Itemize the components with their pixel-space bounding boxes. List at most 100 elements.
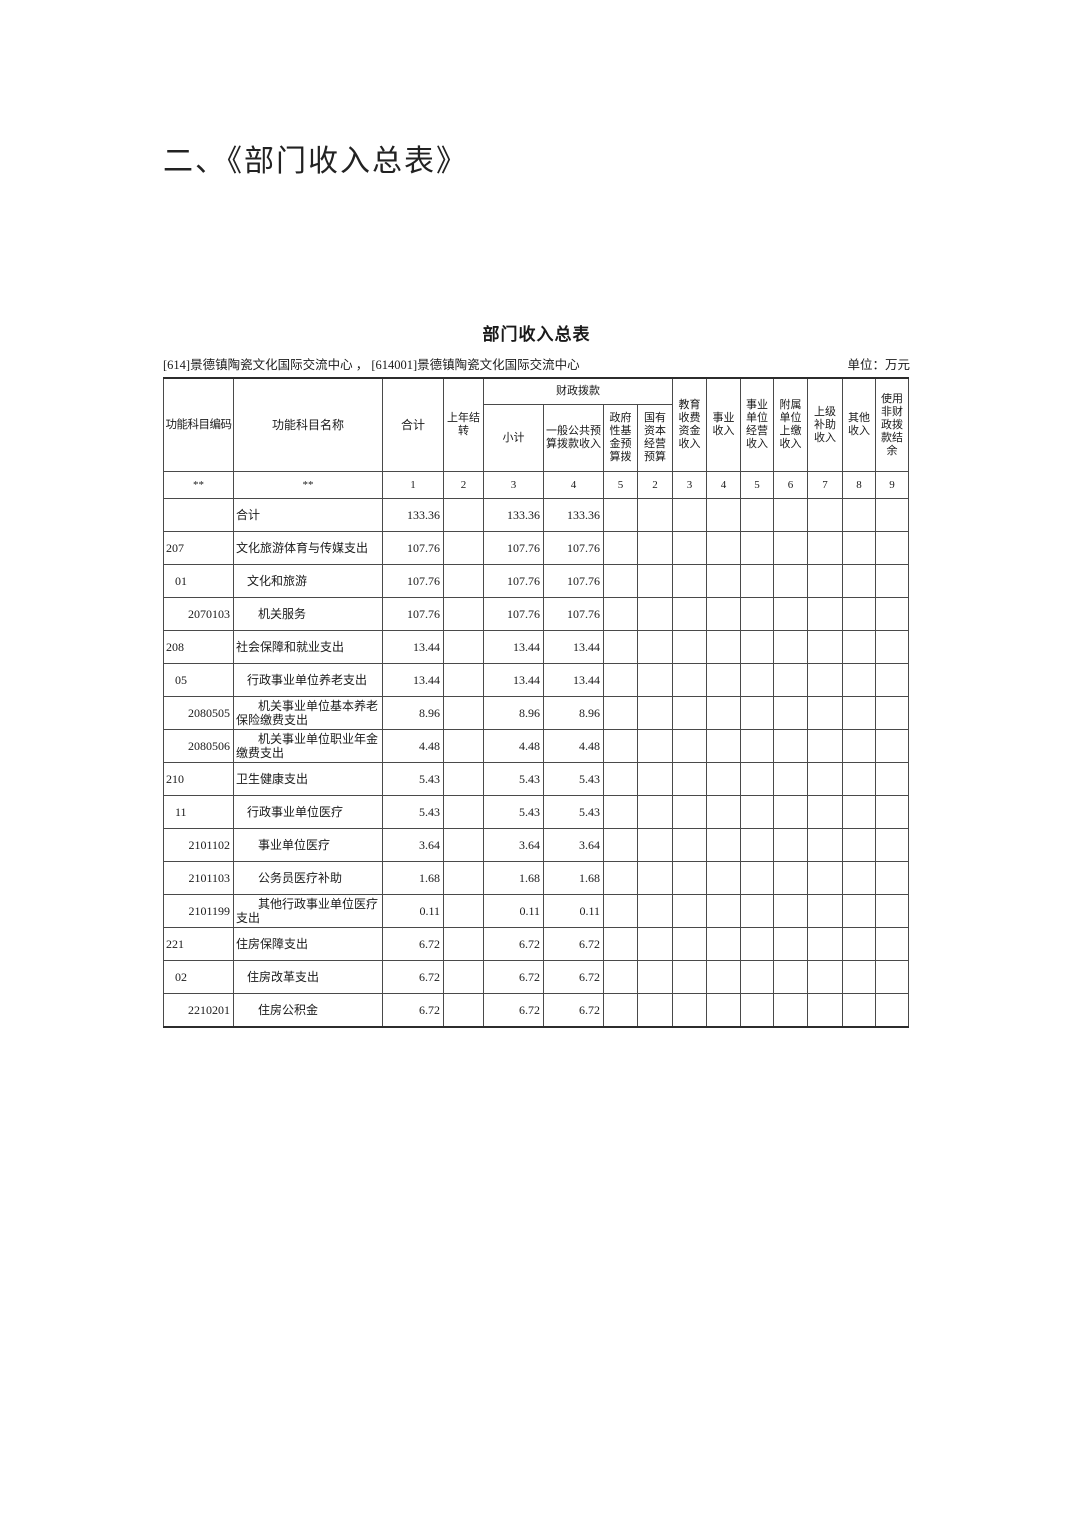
col-header-other-income: 其他收入: [842, 377, 876, 472]
value-cell-fiscal_subtotal: 13.44: [483, 663, 544, 697]
value-cell-state_capital: [637, 960, 673, 994]
value-cell-carryover: [443, 531, 484, 565]
name-cell: 社会保障和就业支出: [233, 630, 383, 664]
code-cell: 2101102: [163, 828, 234, 862]
unit-label: 单位：万元: [847, 358, 910, 372]
value-cell-general_budget: 5.43: [543, 762, 604, 796]
value-cell-business_income: [706, 597, 741, 631]
value-cell-fiscal_subtotal: 6.72: [483, 927, 544, 961]
value-cell-carryover: [443, 960, 484, 994]
table-row: 2101102 事业单位医疗 3.64 3.64 3.64: [163, 828, 909, 862]
name-cell: 事业单位医疗: [233, 828, 383, 862]
table-row: 01 文化和旅游 107.76 107.76 107.76: [163, 564, 909, 598]
value-cell-superior_subsidy: [807, 597, 843, 631]
value-cell-other_income: [842, 828, 876, 862]
value-cell-business_income: [706, 663, 741, 697]
value-cell-state_capital: [637, 762, 673, 796]
value-cell-general_budget: 13.44: [543, 663, 604, 697]
value-cell-non_fiscal_balance: [875, 894, 909, 928]
value-cell-non_fiscal_balance: [875, 663, 909, 697]
value-cell-gov_fund: [603, 498, 638, 532]
value-cell-carryover: [443, 762, 484, 796]
table-row: 11 行政事业单位医疗 5.43 5.43 5.43: [163, 795, 909, 829]
value-cell-superior_subsidy: [807, 663, 843, 697]
value-cell-total: 3.64: [382, 828, 444, 862]
index-cell: 6: [773, 471, 808, 499]
value-cell-operating_income: [740, 531, 774, 565]
value-cell-other_income: [842, 927, 876, 961]
value-cell-total: 0.11: [382, 894, 444, 928]
value-cell-fiscal_subtotal: 133.36: [483, 498, 544, 532]
value-cell-general_budget: 6.72: [543, 960, 604, 994]
value-cell-other_income: [842, 960, 876, 994]
value-cell-state_capital: [637, 795, 673, 829]
value-cell-business_income: [706, 795, 741, 829]
report-block: 部门收入总表 [614]景德镇陶瓷文化国际交流中心 ， [614001]景德镇陶…: [163, 325, 910, 1028]
value-cell-non_fiscal_balance: [875, 597, 909, 631]
value-cell-other_income: [842, 894, 876, 928]
name-cell: 住房公积金: [233, 993, 383, 1028]
code-cell: 207: [163, 531, 234, 565]
value-cell-superior_subsidy: [807, 696, 843, 730]
value-cell-general_budget: 3.64: [543, 828, 604, 862]
value-cell-superior_subsidy: [807, 960, 843, 994]
value-cell-business_income: [706, 498, 741, 532]
index-cell: 1: [382, 471, 444, 499]
value-cell-non_fiscal_balance: [875, 993, 909, 1028]
value-cell-affiliate_income: [773, 531, 808, 565]
col-header-general-budget: 一般公共预算拨款收入: [543, 404, 604, 472]
table-row: 210 卫生健康支出 5.43 5.43 5.43: [163, 762, 909, 796]
value-cell-affiliate_income: [773, 597, 808, 631]
value-cell-operating_income: [740, 663, 774, 697]
table-row: 2070103 机关服务 107.76 107.76 107.76: [163, 597, 909, 631]
value-cell-other_income: [842, 861, 876, 895]
value-cell-non_fiscal_balance: [875, 498, 909, 532]
index-cell: 4: [706, 471, 741, 499]
value-cell-affiliate_income: [773, 498, 808, 532]
value-cell-other_income: [842, 795, 876, 829]
value-cell-state_capital: [637, 630, 673, 664]
value-cell-other_income: [842, 663, 876, 697]
index-cell: 2: [637, 471, 673, 499]
value-cell-carryover: [443, 828, 484, 862]
col-header-state-capital: 国有资本经营预算: [637, 404, 673, 472]
value-cell-edu_fee: [672, 663, 707, 697]
value-cell-non_fiscal_balance: [875, 927, 909, 961]
value-cell-edu_fee: [672, 531, 707, 565]
table-row: 2101199 其他行政事业单位医疗支出 0.11 0.11 0.11: [163, 894, 909, 928]
code-cell: 221: [163, 927, 234, 961]
code-cell: 01: [163, 564, 234, 598]
value-cell-superior_subsidy: [807, 729, 843, 763]
value-cell-state_capital: [637, 993, 673, 1028]
section-title: 二、《部门收入总表》: [163, 145, 468, 178]
value-cell-affiliate_income: [773, 894, 808, 928]
value-cell-operating_income: [740, 597, 774, 631]
value-cell-operating_income: [740, 564, 774, 598]
table-row: 2080505 机关事业单位基本养老保险缴费支出 8.96 8.96 8.96: [163, 696, 909, 730]
value-cell-carryover: [443, 927, 484, 961]
value-cell-state_capital: [637, 828, 673, 862]
index-cell: 9: [875, 471, 909, 499]
value-cell-operating_income: [740, 729, 774, 763]
org-line: [614]景德镇陶瓷文化国际交流中心 ， [614001]景德镇陶瓷文化国际交流…: [163, 358, 580, 372]
value-cell-non_fiscal_balance: [875, 828, 909, 862]
value-cell-fiscal_subtotal: 107.76: [483, 564, 544, 598]
col-header-superior-subsidy: 上级补助收入: [807, 377, 843, 472]
value-cell-edu_fee: [672, 993, 707, 1028]
name-cell: 行政事业单位医疗: [233, 795, 383, 829]
value-cell-superior_subsidy: [807, 795, 843, 829]
value-cell-state_capital: [637, 894, 673, 928]
value-cell-non_fiscal_balance: [875, 762, 909, 796]
value-cell-non_fiscal_balance: [875, 531, 909, 565]
value-cell-gov_fund: [603, 762, 638, 796]
value-cell-total: 6.72: [382, 960, 444, 994]
table-row: 02 住房改革支出 6.72 6.72 6.72: [163, 960, 909, 994]
value-cell-business_income: [706, 762, 741, 796]
value-cell-operating_income: [740, 828, 774, 862]
value-cell-business_income: [706, 729, 741, 763]
value-cell-other_income: [842, 762, 876, 796]
value-cell-gov_fund: [603, 729, 638, 763]
code-cell: 11: [163, 795, 234, 829]
index-cell: 8: [842, 471, 876, 499]
value-cell-operating_income: [740, 762, 774, 796]
